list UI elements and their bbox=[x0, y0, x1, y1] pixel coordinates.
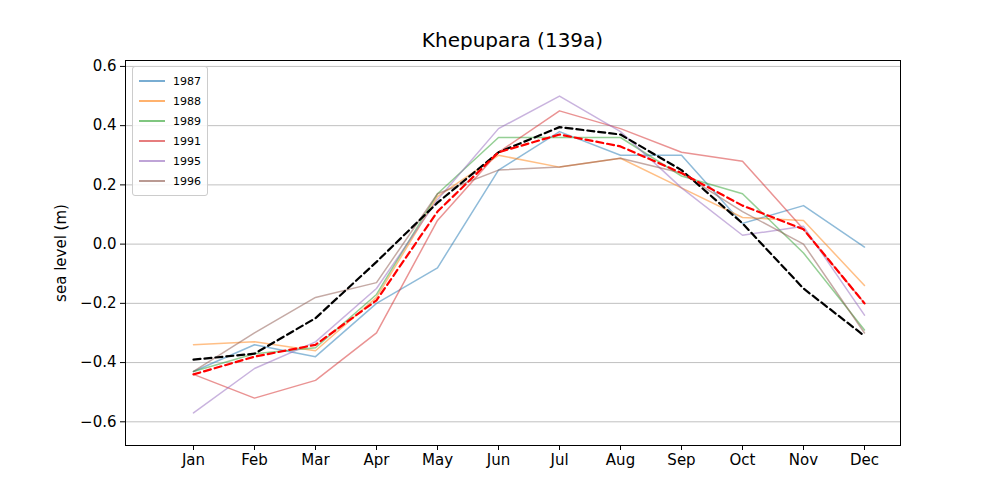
svg-text:Nov: Nov bbox=[789, 451, 818, 469]
html-text:1988: 1988 bbox=[173, 94, 201, 108]
html-text:Khepupara (139a): Khepupara (139a) bbox=[421, 28, 604, 52]
svg-text:Oct: Oct bbox=[730, 451, 756, 469]
svg-text:Jul: Jul bbox=[549, 451, 568, 469]
html-text:1995: 1995 bbox=[173, 154, 201, 168]
svg-text:Sep: Sep bbox=[667, 451, 695, 469]
svg-text:0.4: 0.4 bbox=[93, 116, 117, 134]
html-text:1996: 1996 bbox=[173, 174, 201, 188]
svg-text:Dec: Dec bbox=[850, 451, 879, 469]
html-text:1987: 1987 bbox=[173, 74, 201, 88]
svg-text:Apr: Apr bbox=[364, 451, 391, 469]
html-text:1989: 1989 bbox=[173, 114, 201, 128]
svg-text:sea level (m): sea level (m) bbox=[52, 204, 70, 302]
svg-text:−0.4: −0.4 bbox=[80, 353, 116, 371]
svg-text:Jan: Jan bbox=[181, 451, 205, 469]
svg-text:0.0: 0.0 bbox=[93, 235, 117, 253]
svg-text:0.6: 0.6 bbox=[93, 57, 117, 75]
svg-text:Aug: Aug bbox=[606, 451, 635, 469]
svg-text:−0.6: −0.6 bbox=[80, 413, 116, 431]
svg-text:0.2: 0.2 bbox=[93, 176, 117, 194]
svg-text:−0.2: −0.2 bbox=[80, 294, 116, 312]
svg-text:Mar: Mar bbox=[301, 451, 330, 469]
html-text:1991: 1991 bbox=[173, 134, 201, 148]
svg-text:Jun: Jun bbox=[486, 451, 510, 469]
svg-text:Feb: Feb bbox=[241, 451, 268, 469]
svg-text:May: May bbox=[422, 451, 453, 469]
